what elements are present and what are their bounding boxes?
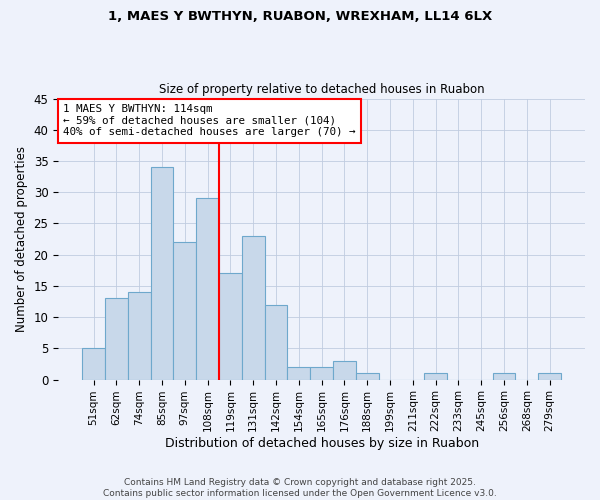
Bar	[105, 298, 128, 380]
Bar	[287, 367, 310, 380]
Y-axis label: Number of detached properties: Number of detached properties	[15, 146, 28, 332]
Text: Contains HM Land Registry data © Crown copyright and database right 2025.
Contai: Contains HM Land Registry data © Crown c…	[103, 478, 497, 498]
Text: 1, MAES Y BWTHYN, RUABON, WREXHAM, LL14 6LX: 1, MAES Y BWTHYN, RUABON, WREXHAM, LL14 …	[108, 10, 492, 23]
Bar	[333, 361, 356, 380]
Text: 1 MAES Y BWTHYN: 114sqm
← 59% of detached houses are smaller (104)
40% of semi-d: 1 MAES Y BWTHYN: 114sqm ← 59% of detache…	[64, 104, 356, 138]
Title: Size of property relative to detached houses in Ruabon: Size of property relative to detached ho…	[159, 83, 484, 96]
Bar	[242, 236, 265, 380]
Bar	[424, 374, 447, 380]
Bar	[151, 168, 173, 380]
Bar	[196, 198, 219, 380]
X-axis label: Distribution of detached houses by size in Ruabon: Distribution of detached houses by size …	[164, 437, 479, 450]
Bar	[128, 292, 151, 380]
Bar	[310, 367, 333, 380]
Bar	[356, 374, 379, 380]
Bar	[538, 374, 561, 380]
Bar	[493, 374, 515, 380]
Bar	[219, 274, 242, 380]
Bar	[82, 348, 105, 380]
Bar	[265, 304, 287, 380]
Bar	[173, 242, 196, 380]
